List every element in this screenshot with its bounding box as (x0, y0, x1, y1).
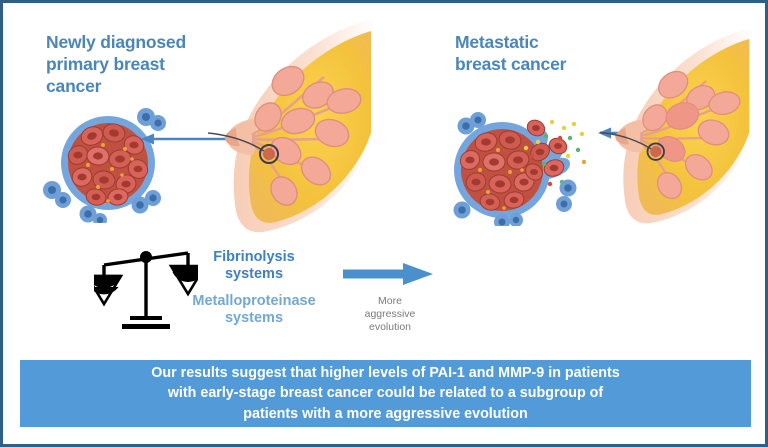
panel-right-title: Metastatic breast cancer (455, 32, 567, 75)
breast-cross-section-right (599, 27, 752, 224)
fibrinolysis-label-left: Fibrinolysis systems (213, 249, 295, 283)
balance-scale-left (94, 251, 198, 329)
panel-left-title: Newly diagnosed primary breast cancer (46, 32, 186, 97)
nipple (224, 119, 257, 155)
scale-pan-right (168, 264, 198, 297)
scale-base (122, 316, 170, 329)
immune-cell-cluster-left (43, 181, 71, 208)
scale-pan-left (94, 274, 124, 307)
enzyme-granules (86, 143, 134, 203)
metalloproteinase-label-left: Metalloproteinase systems (192, 292, 316, 327)
tumor-cell-nuclei (465, 125, 562, 206)
tumor-site-marker (207, 132, 279, 164)
metastatic-tumor-illustration (453, 112, 587, 226)
evolution-arrow-group: More aggressive evolution (339, 261, 441, 334)
mammary-lobules (642, 70, 741, 200)
scale-pivot (140, 251, 152, 263)
immune-cell-cluster-right (556, 179, 577, 212)
conclusion-banner-text: Our results suggest that higher levels o… (151, 365, 620, 422)
immune-cell-cluster-upper-left (457, 112, 486, 135)
immune-cell-cluster-bottom (79, 205, 107, 223)
immune-cell-cluster-lower-left (453, 201, 523, 226)
breast-cross-section-left (207, 19, 374, 233)
evolution-arrow-icon (343, 263, 433, 285)
conclusion-banner: Our results suggest that higher levels o… (20, 360, 751, 427)
tumor-cell-nuclei (73, 129, 143, 201)
panel-metastatic: Metastatic breast cancer (384, 3, 765, 350)
systems-labels-left: Fibrinolysis systems Metalloproteinase s… (184, 249, 324, 328)
panel-newly-diagnosed: Newly diagnosed primary breast cancer (6, 3, 384, 350)
mammary-lobules (254, 65, 362, 206)
enzyme-granules-core (478, 148, 524, 210)
primary-tumor-illustration (43, 108, 166, 223)
immune-cell-cluster-top (137, 108, 166, 131)
evolution-caption: More aggressive evolution (364, 295, 416, 334)
immune-cell-cluster-right (131, 190, 161, 214)
tumor-site-marker (599, 131, 665, 161)
